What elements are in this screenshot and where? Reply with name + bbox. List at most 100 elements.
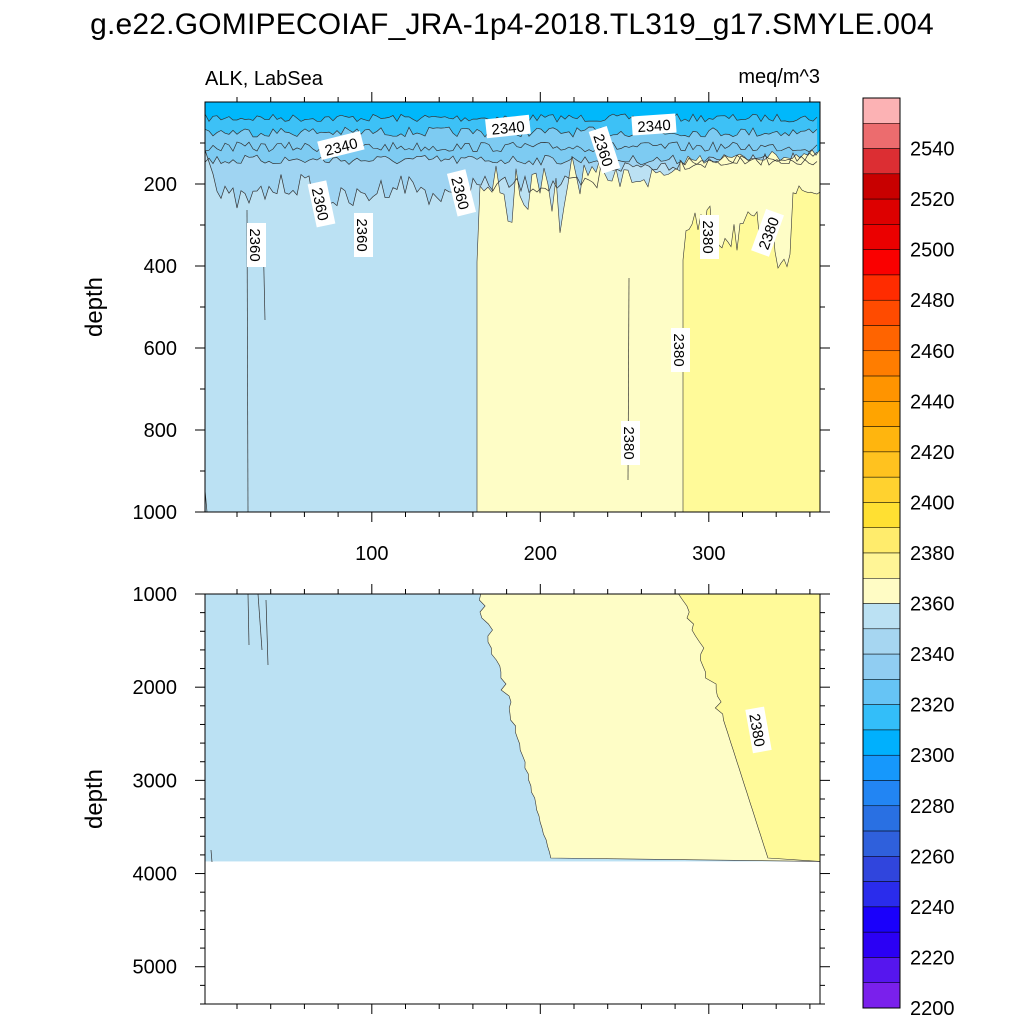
colorbar-segment <box>862 299 901 326</box>
contour-label-text: 2340 <box>491 118 526 138</box>
bottom-thin-a <box>247 594 250 646</box>
colorbar-label: 2260 <box>910 846 955 868</box>
colorbar-segment <box>862 325 901 352</box>
contour-label-bg <box>700 215 719 259</box>
y-tick-label: 200 <box>144 174 177 196</box>
contour-label: 2360 <box>246 223 266 267</box>
colorbar-segment <box>862 729 901 756</box>
colorbar-segment <box>862 780 901 807</box>
top-panel: 200 400 600 800 1000 100 200 300 depth 2340 2340 23… <box>81 92 830 565</box>
colorbar-label: 2500 <box>910 240 955 262</box>
colorbar-segment <box>862 476 901 503</box>
colorbar-segment <box>862 679 901 705</box>
colorbar-segment <box>862 502 901 528</box>
contour-label: 2360 <box>353 213 373 257</box>
colorbar-segment <box>862 754 901 781</box>
contour-label-text: 2380 <box>670 333 687 366</box>
y-tick-label: 1000 <box>133 584 178 606</box>
contour-label-text: 2380 <box>620 426 637 459</box>
colorbar-label: 2380 <box>910 543 955 565</box>
colorbar-segment <box>862 451 901 478</box>
contour-label-text: 2380 <box>699 220 716 253</box>
colorbar-segment <box>862 224 901 250</box>
contour-label-bg <box>671 328 690 372</box>
contour-label: 2380 <box>699 215 719 259</box>
colorbar-segment <box>862 198 901 225</box>
colorbar-label: 2320 <box>910 695 955 717</box>
contour-label-bg <box>317 130 365 161</box>
contour-line-2 <box>205 141 818 153</box>
contour-label-text: 2360 <box>308 186 332 222</box>
bottom-thin-c <box>265 599 269 666</box>
chart-title: g.e22.GOMIPECOIAF_JRA-1p4-2018.TL319_g17… <box>90 8 934 41</box>
colorbar-segment <box>862 173 901 200</box>
x-tick-label: 300 <box>692 543 725 565</box>
y-tick-label: 3000 <box>133 770 178 792</box>
contour-label: 2340 <box>631 113 677 136</box>
contour-label: 2380 <box>745 706 772 754</box>
colorbar-segment <box>862 148 901 175</box>
colorbar-label: 2420 <box>910 442 955 464</box>
colorbar-label: 2520 <box>910 189 955 211</box>
colorbar-label: 2360 <box>910 594 955 616</box>
colorbar-label: 2300 <box>910 745 955 767</box>
colorbar-label: 2460 <box>910 341 955 363</box>
contour-label-bg <box>354 213 373 257</box>
y-tick-label: 1000 <box>133 502 178 524</box>
y-tick-label: 4000 <box>133 864 178 886</box>
contour-label-bg <box>621 421 640 465</box>
bottom-thin-b <box>257 594 263 651</box>
colorbar-segment <box>862 426 901 453</box>
colorbar-segment <box>862 603 901 630</box>
contour-label: 2380 <box>620 421 640 465</box>
colorbar-segment <box>862 931 901 958</box>
colorbar-segment <box>862 375 901 402</box>
colorbar-segment <box>862 350 901 377</box>
colorbar-label: 2340 <box>910 644 955 666</box>
colorbar-segment <box>862 552 901 579</box>
colorbar-segment <box>862 704 901 731</box>
bottom-panel: 1000 2000 3000 4000 5000 depth 2380 <box>81 584 830 1014</box>
contour-label: 2340 <box>485 114 531 139</box>
colorbar-segment <box>862 527 901 554</box>
colorbar-segment <box>862 578 901 604</box>
x-tick-label: 100 <box>355 543 388 565</box>
contour-label-text: 2380 <box>745 712 768 748</box>
colorbar-segment <box>862 957 901 983</box>
contour-label-text: 2360 <box>353 218 370 251</box>
colorbar-frame <box>862 97 901 1009</box>
units-label: meq/m^3 <box>738 66 820 88</box>
y-axis-title: depth <box>81 769 108 829</box>
y-axis-title: depth <box>81 277 108 337</box>
colorbar-segment <box>862 856 901 882</box>
contour-line-3 <box>205 154 818 166</box>
colorbar-segment <box>862 653 901 680</box>
colorbar-label: 2220 <box>910 947 955 969</box>
bottom-thin-d <box>210 849 213 863</box>
colorbar-segment <box>862 97 901 124</box>
contour-label-bg <box>588 125 621 174</box>
colorbar-segment <box>862 123 901 149</box>
colorbar-label: 2440 <box>910 391 955 413</box>
colorbar-segment <box>862 805 901 832</box>
y-tick-label: 400 <box>144 256 177 278</box>
y-tick-label: 600 <box>144 338 177 360</box>
colorbar-label: 2240 <box>910 897 955 919</box>
contour-label-bg <box>307 180 336 228</box>
contour-label-bg <box>446 169 477 217</box>
colorbar-label: 2480 <box>910 290 955 312</box>
colorbar-segment <box>862 982 901 1009</box>
x-tick-label: 200 <box>524 543 557 565</box>
contour-label: 2360 <box>307 180 336 228</box>
colorbar-segment <box>862 906 901 933</box>
contour-line-4 <box>205 149 818 212</box>
colorbar-segment <box>862 249 901 276</box>
colorbar-label: 2400 <box>910 492 955 514</box>
colorbar-label: 2280 <box>910 796 955 818</box>
contour-label-bg <box>485 114 531 139</box>
contour-label-bg <box>745 706 772 754</box>
y-tick-label: 800 <box>144 420 177 442</box>
colorbar-segment <box>862 401 901 427</box>
variable-label: ALK, LabSea <box>205 68 324 90</box>
